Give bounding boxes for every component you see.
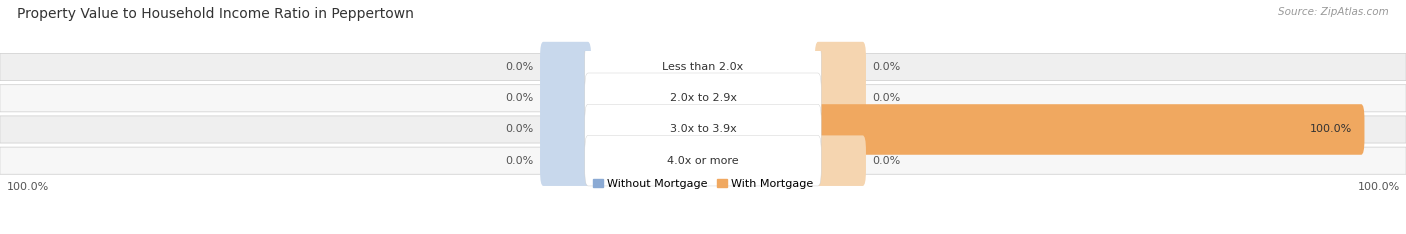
- FancyBboxPatch shape: [0, 54, 1406, 81]
- Text: 4.0x or more: 4.0x or more: [668, 156, 738, 166]
- Legend: Without Mortgage, With Mortgage: Without Mortgage, With Mortgage: [588, 175, 818, 193]
- Text: 0.0%: 0.0%: [505, 62, 534, 72]
- Text: 100.0%: 100.0%: [1357, 182, 1399, 192]
- FancyBboxPatch shape: [585, 73, 821, 124]
- FancyBboxPatch shape: [815, 104, 1364, 155]
- FancyBboxPatch shape: [540, 42, 591, 92]
- FancyBboxPatch shape: [540, 73, 591, 124]
- FancyBboxPatch shape: [540, 135, 591, 186]
- FancyBboxPatch shape: [540, 104, 591, 155]
- FancyBboxPatch shape: [585, 104, 821, 155]
- FancyBboxPatch shape: [0, 85, 1406, 112]
- FancyBboxPatch shape: [815, 135, 866, 186]
- Text: 0.0%: 0.0%: [872, 156, 901, 166]
- Text: 100.0%: 100.0%: [7, 182, 49, 192]
- Text: 0.0%: 0.0%: [505, 124, 534, 135]
- FancyBboxPatch shape: [0, 147, 1406, 174]
- FancyBboxPatch shape: [815, 73, 866, 124]
- FancyBboxPatch shape: [0, 116, 1406, 143]
- Text: Less than 2.0x: Less than 2.0x: [662, 62, 744, 72]
- Text: 0.0%: 0.0%: [872, 62, 901, 72]
- Text: 100.0%: 100.0%: [1309, 124, 1351, 135]
- Text: 3.0x to 3.9x: 3.0x to 3.9x: [669, 124, 737, 135]
- FancyBboxPatch shape: [815, 42, 866, 92]
- Text: Source: ZipAtlas.com: Source: ZipAtlas.com: [1278, 7, 1389, 17]
- FancyBboxPatch shape: [585, 42, 821, 92]
- Text: 0.0%: 0.0%: [505, 93, 534, 103]
- Text: 2.0x to 2.9x: 2.0x to 2.9x: [669, 93, 737, 103]
- FancyBboxPatch shape: [585, 135, 821, 186]
- Text: 0.0%: 0.0%: [872, 93, 901, 103]
- Text: 0.0%: 0.0%: [505, 156, 534, 166]
- Text: Property Value to Household Income Ratio in Peppertown: Property Value to Household Income Ratio…: [17, 7, 413, 21]
